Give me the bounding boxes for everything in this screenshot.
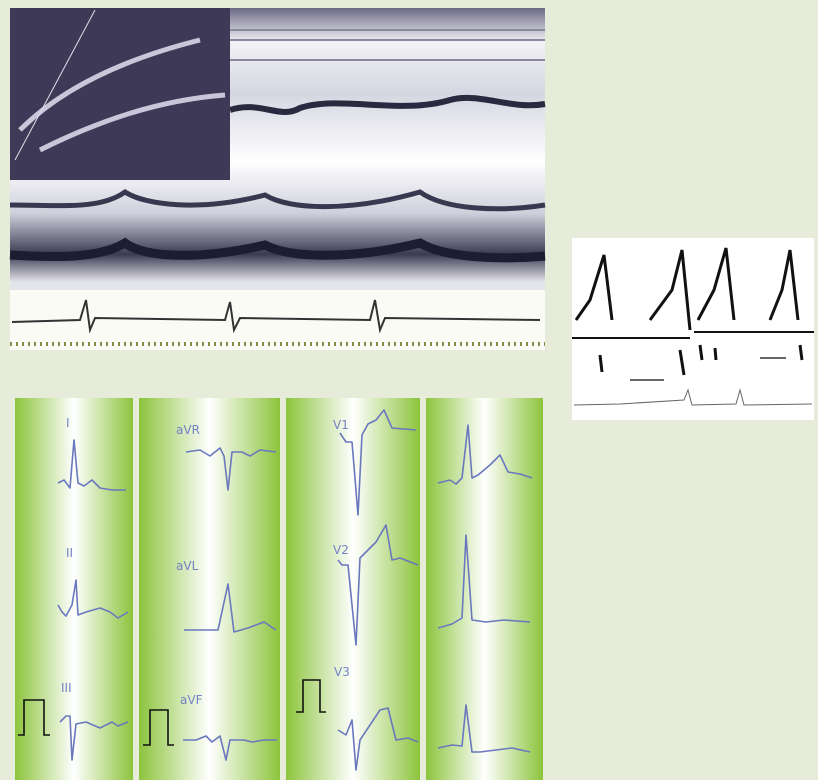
lead-label: aVR (176, 423, 200, 437)
doppler-image (572, 238, 814, 420)
echo-image (10, 8, 545, 350)
lead-label: aVL (176, 559, 199, 573)
ecg-panel (426, 398, 543, 780)
lead-label: II (66, 546, 73, 560)
lead-label: V3 (334, 665, 350, 679)
figure-canvas: I II III aVR aVL aVF V1 V2 V3 (0, 0, 818, 780)
lead-label: V2 (333, 543, 349, 557)
lead-label: V1 (333, 418, 349, 432)
lead-label: I (66, 416, 70, 430)
lead-label: III (61, 681, 72, 695)
figure: I II III aVR aVL aVF V1 V2 V3 (0, 0, 818, 780)
lead-label: aVF (180, 693, 203, 707)
